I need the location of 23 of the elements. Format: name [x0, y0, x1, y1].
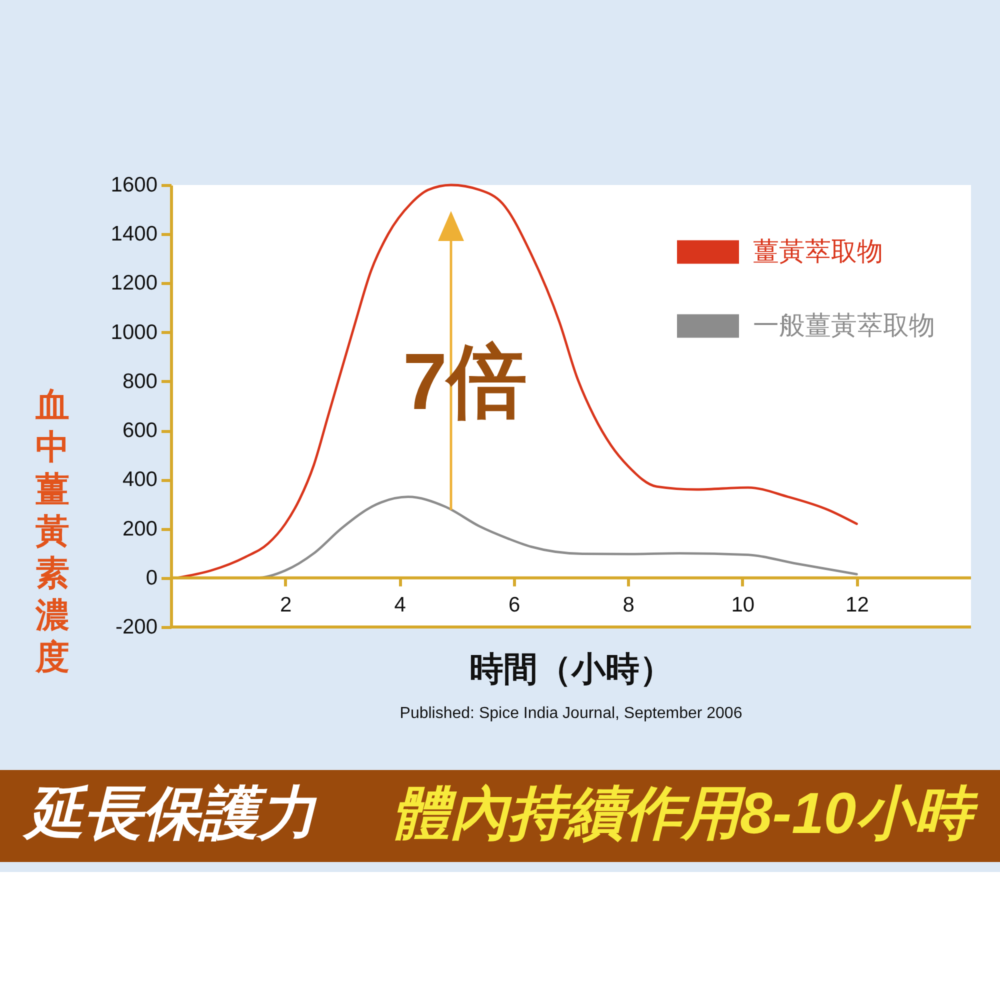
y-tick-label: 1400	[110, 222, 158, 246]
x-tick-label: 6	[508, 593, 520, 616]
text: 延長保護力	[22, 781, 317, 846]
x-axis-title: 時間（小時）	[470, 650, 674, 688]
x-tick-label: 2	[280, 593, 292, 616]
y-tick-label: 1600	[110, 174, 158, 196]
x-tick-label: 12	[846, 593, 869, 616]
legend-label: 一般薑黃萃取物	[753, 310, 935, 340]
text: 體內持續作用8-10小時	[392, 781, 980, 846]
y-tick-label: 200	[122, 517, 158, 540]
x-tick-label: 4	[394, 593, 406, 616]
y-axis-title: 血中薑黃素濃度	[34, 386, 70, 676]
y-tick-label: 1200	[110, 272, 158, 295]
y-tick-label: 400	[122, 468, 158, 492]
y-tick-label: -200	[115, 616, 158, 638]
y-tick-label: 800	[122, 370, 158, 393]
y-tick-label: 1000	[110, 320, 158, 344]
x-tick-label: 8	[622, 593, 634, 616]
text: Published: Spice India Journal, September 2006	[400, 705, 742, 722]
y-tick-label: 0	[146, 566, 158, 590]
y-tick-label: 600	[122, 419, 158, 442]
legend-label: 薑黃萃取物	[753, 236, 883, 266]
x-tick-label: 10	[731, 593, 755, 616]
